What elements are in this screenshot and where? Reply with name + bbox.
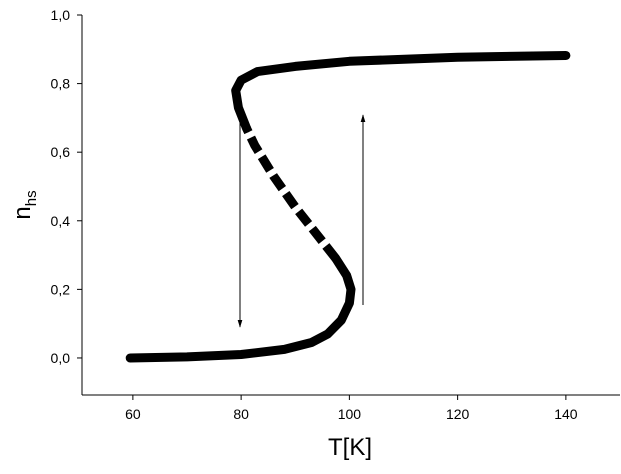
y-axis-label: nhs — [9, 190, 40, 219]
y-tick-label: 0,0 — [51, 350, 71, 366]
x-axis-label: T[K] — [328, 434, 372, 461]
y-tick-label: 0,8 — [51, 76, 71, 92]
curve — [125, 254, 356, 363]
y-label-subscript: hs — [23, 190, 40, 206]
x-tick-label: 120 — [446, 406, 470, 422]
curve — [242, 126, 340, 262]
x-tick-label: 80 — [233, 406, 249, 422]
y-tick-label: 0,4 — [51, 213, 71, 229]
x-tick-label: 140 — [554, 406, 578, 422]
x-tick-label: 60 — [125, 406, 141, 422]
curve — [231, 51, 571, 133]
y-tick-label: 0,6 — [51, 144, 71, 160]
y-tick-label: 1,0 — [51, 7, 71, 23]
x-tick-label: 100 — [338, 406, 362, 422]
y-tick-label: 0,2 — [51, 281, 71, 297]
y-label-main: n — [9, 206, 36, 219]
axes — [81, 15, 620, 396]
